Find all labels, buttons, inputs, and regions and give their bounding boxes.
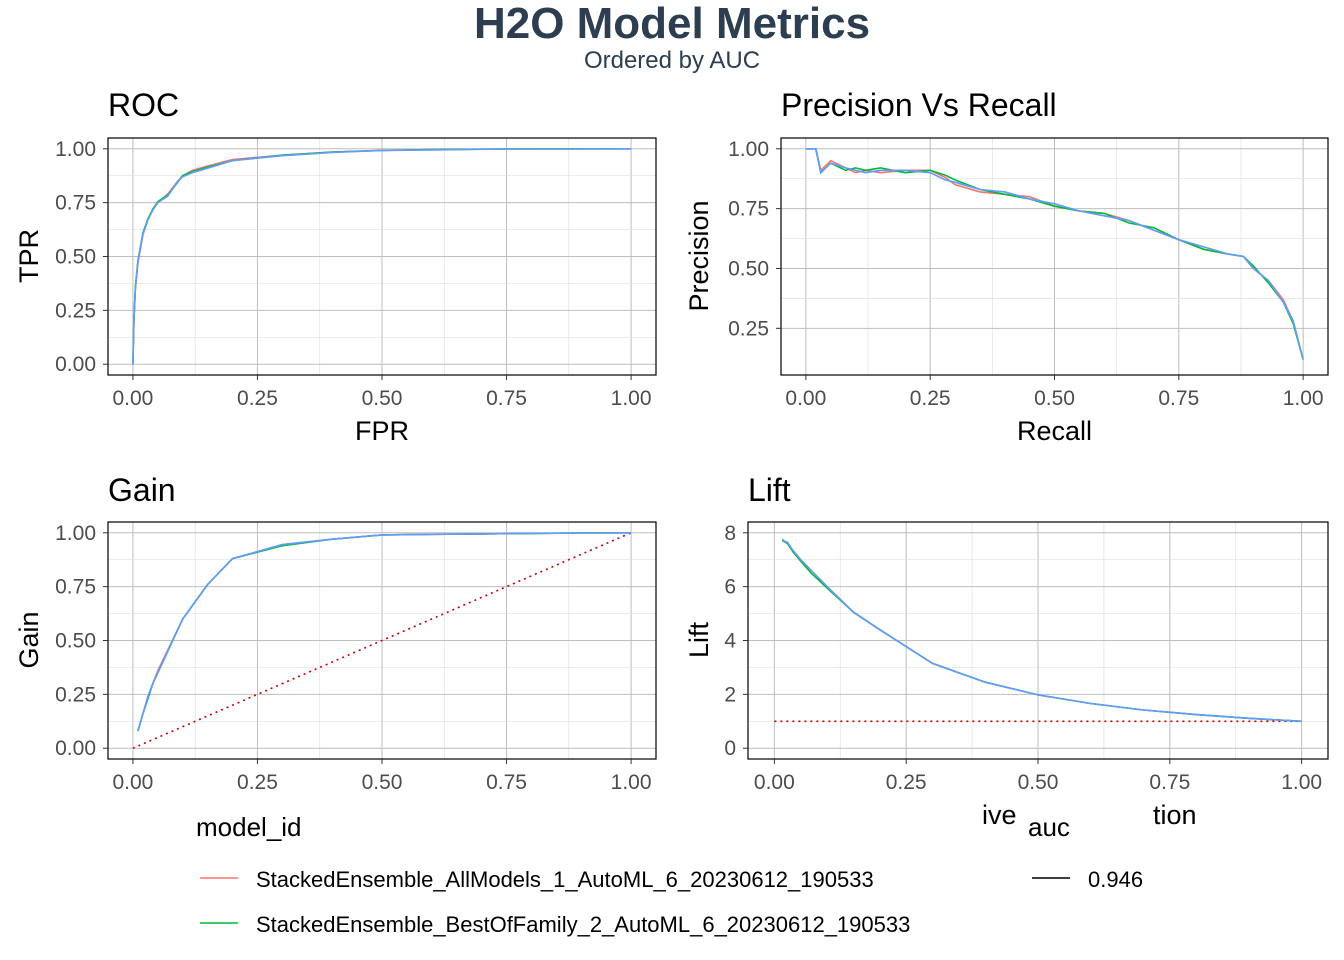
legend-title-model-id: model_id: [196, 812, 302, 842]
panel-title-gain: Gain: [108, 472, 176, 508]
x-tick-label-roc-4: 1.00: [611, 387, 652, 410]
series-line-lift-2: [782, 540, 1302, 723]
y-tick-label-gain-0: 0.00: [55, 737, 96, 760]
y-tick-label-lift-1: 2: [724, 683, 736, 706]
x-tick-label-pr-4: 1.00: [1283, 387, 1324, 410]
y-tick-label-roc-3: 0.75: [55, 192, 96, 215]
x-tick-label-roc-0: 0.00: [112, 387, 153, 410]
y-tick-label-lift-3: 6: [724, 576, 736, 599]
y-tick-label-roc-1: 0.25: [55, 299, 96, 322]
panel-title-lift: Lift: [748, 472, 791, 508]
x-tick-label-lift-1: 0.25: [886, 771, 927, 794]
x-tick-label-roc-1: 0.25: [237, 387, 278, 410]
series-line-gain-0: [137, 531, 632, 732]
y-tick-label-lift-0: 0: [724, 737, 736, 760]
x-tick-label-roc-3: 0.75: [486, 387, 527, 410]
x-tick-label-pr-1: 0.25: [910, 387, 951, 410]
y-axis-label-roc: TPR: [14, 229, 44, 283]
legend-label-auc: 0.946: [1088, 867, 1143, 892]
x-axis-label-lift: ive: [982, 800, 1017, 830]
x-tick-label-gain-1: 0.25: [237, 771, 278, 794]
series-line-gain-2: [137, 531, 632, 732]
x-tick-label-lift-2: 0.50: [1018, 771, 1059, 794]
y-tick-label-lift-2: 4: [724, 630, 736, 653]
x-tick-label-lift-4: 1.00: [1281, 771, 1322, 794]
legend: model_id auc StackedEnsemble_AllModels_1…: [196, 812, 1143, 937]
grid-lift: [748, 522, 1328, 759]
x-tick-label-gain-3: 0.75: [486, 771, 527, 794]
y-tick-label-gain-2: 0.50: [55, 630, 96, 653]
chart-panels: ROC 0.00 0.25 0.50 0.75 1.00 0.00 0.25 0.50 0.75 1…: [14, 87, 1329, 830]
x-tick-label-roc-2: 0.50: [362, 387, 403, 410]
panel-title-pr: Precision Vs Recall: [781, 87, 1057, 123]
panel-pr: Precision Vs Recall 0.00 0.25 0.50 0.75 1.00 0…: [684, 87, 1329, 446]
legend-label-bestoffamily: StackedEnsemble_BestOfFamily_2_AutoML_6_…: [256, 912, 910, 937]
figure-title: H2O Model Metrics: [474, 0, 870, 48]
y-axis-label-gain: Gain: [14, 611, 44, 668]
panel-gain: Gain 0.00 0.25 0.50 0.75 1.00 0.00 0.25 0.50 0.75…: [14, 472, 657, 794]
x-axis-label-tail-lift: tion: [1153, 800, 1197, 830]
x-tick-label-pr-3: 0.75: [1158, 387, 1199, 410]
x-tick-label-pr-2: 0.50: [1034, 387, 1075, 410]
y-tick-label-roc-0: 0.00: [55, 353, 96, 376]
y-tick-label-lift-4: 8: [724, 522, 736, 545]
y-axis-label-lift: Lift: [684, 621, 714, 658]
legend-label-allmodels: StackedEnsemble_AllModels_1_AutoML_6_202…: [256, 867, 874, 892]
figure-subtitle: Ordered by AUC: [584, 47, 760, 74]
grid-pr: [781, 138, 1328, 375]
series-line-pr-2: [805, 148, 1304, 360]
y-tick-label-roc-4: 1.00: [55, 138, 96, 161]
x-axis-label-roc: FPR: [355, 416, 409, 446]
y-tick-label-pr-3: 1.00: [728, 138, 769, 161]
x-tick-label-lift-3: 0.75: [1149, 771, 1190, 794]
series-line-roc-2: [132, 148, 632, 365]
x-tick-label-gain-4: 1.00: [611, 771, 652, 794]
y-tick-label-gain-4: 1.00: [55, 522, 96, 545]
panel-roc: ROC 0.00 0.25 0.50 0.75 1.00 0.00 0.25 0.50 0.75 1…: [14, 87, 657, 446]
reference-line-gain: [132, 532, 632, 749]
legend-title-auc: auc: [1028, 812, 1070, 842]
x-tick-label-gain-0: 0.00: [112, 771, 153, 794]
x-tick-label-gain-2: 0.50: [362, 771, 403, 794]
grid-roc: [108, 138, 656, 375]
y-tick-label-pr-0: 0.25: [728, 317, 769, 340]
panel-title-roc: ROC: [108, 87, 179, 123]
x-axis-label-pr: Recall: [1017, 416, 1092, 446]
panel-lift: Lift 0.00 0.25 0.50 0.75 1.00 0 2 4 6 8 Lift ive tion: [684, 472, 1329, 830]
y-tick-label-roc-2: 0.50: [55, 246, 96, 269]
x-tick-label-lift-0: 0.00: [754, 771, 795, 794]
y-axis-label-pr: Precision: [684, 200, 714, 311]
x-tick-label-pr-0: 0.00: [785, 387, 826, 410]
y-tick-label-pr-1: 0.50: [728, 257, 769, 280]
grid-gain: [108, 522, 656, 759]
y-tick-label-gain-1: 0.25: [55, 683, 96, 706]
series-line-gain-1: [137, 531, 632, 732]
y-tick-label-gain-3: 0.75: [55, 576, 96, 599]
y-tick-label-pr-2: 0.75: [728, 198, 769, 221]
